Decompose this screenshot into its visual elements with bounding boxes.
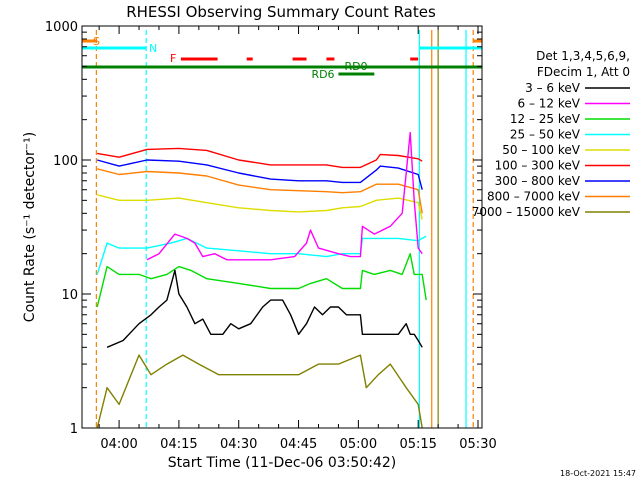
legend-header-line-1: Det 1,3,4,5,6,9, — [536, 49, 630, 63]
status-bar-label-rd0: RD0 — [344, 60, 367, 73]
y-tick-label-0: 1 — [70, 422, 78, 437]
status-bar-label-f: F — [170, 52, 176, 65]
status-bar-label-rd6: RD6 — [311, 68, 334, 81]
y-axis-label: Count Rate (s⁻¹ detector⁻¹) — [22, 132, 38, 322]
legend-item-label-1: 6 – 12 keV — [518, 97, 581, 111]
legend: Det 1,3,4,5,6,9, FDecim 1, Att 0 3 – 6 k… — [472, 49, 630, 219]
x-tick-label-5: 05:15 — [399, 437, 436, 452]
status-bar-label-n: N — [149, 42, 157, 55]
plot-area: S NF RD0 RD6 — [82, 30, 482, 429]
legend-item-label-7: 800 – 7000 keV — [487, 190, 581, 204]
x-tick-label-4: 05:00 — [340, 437, 377, 452]
series-line-7 — [106, 269, 423, 348]
x-tick-label-0: 04:00 — [100, 437, 137, 452]
legend-item-label-8: 7000 – 15000 keV — [472, 205, 581, 219]
legend-header-line-2: FDecim 1, Att 0 — [537, 65, 630, 79]
legend-item-label-6: 300 – 800 keV — [495, 174, 581, 188]
y-tick-label-2: 100 — [53, 154, 78, 169]
series-line-5 — [146, 131, 423, 261]
series-line-0 — [97, 147, 423, 169]
x-tick-label-1: 04:15 — [160, 437, 197, 452]
legend-item-label-5: 100 – 300 keV — [495, 159, 581, 173]
y-tick-label-1: 10 — [61, 288, 78, 303]
series-line-6 — [96, 252, 427, 308]
footer-timestamp: 18-Oct-2021 15:47 — [560, 469, 636, 478]
chart-title: RHESSI Observing Summary Count Rates — [126, 3, 436, 21]
legend-item-label-3: 25 – 50 keV — [510, 128, 581, 142]
y-axis: 1 10 100 1000 — [45, 20, 482, 437]
x-tick-label-2: 04:30 — [220, 437, 257, 452]
x-axis-label: Start Time (11-Dec-06 03:50:42) — [168, 455, 396, 471]
legend-item-label-0: 3 – 6 keV — [525, 81, 581, 95]
legend-item-label-2: 12 – 25 keV — [510, 112, 581, 126]
series-line-4 — [96, 235, 427, 275]
status-bar-label-s: S — [93, 35, 100, 48]
plot-frame — [81, 25, 483, 429]
series-line-2 — [97, 168, 423, 214]
legend-item-label-4: 50 – 100 keV — [502, 143, 581, 157]
y-tick-label-3: 1000 — [45, 20, 78, 35]
x-tick-label-3: 04:45 — [280, 437, 317, 452]
x-axis: 04:00 04:15 04:30 04:45 05:00 05:15 05:30 — [98, 26, 497, 452]
series-line-3 — [97, 194, 423, 220]
x-tick-label-6: 05:30 — [459, 437, 496, 452]
series-line-1 — [97, 159, 423, 190]
series-line-8 — [96, 354, 423, 429]
